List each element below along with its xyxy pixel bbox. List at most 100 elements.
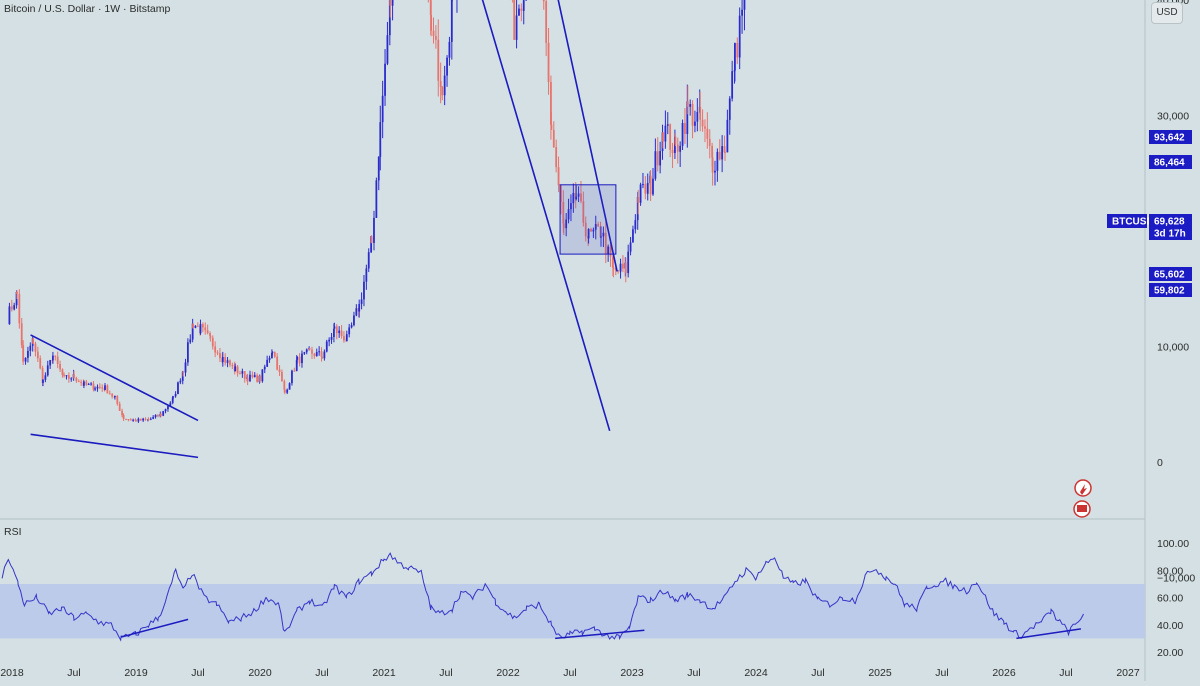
candle-body (382, 96, 384, 122)
candle-body (346, 334, 348, 341)
candle-body (729, 99, 731, 120)
currency-button[interactable]: USD (1151, 2, 1183, 24)
candle-body (313, 354, 315, 356)
candle-body (699, 107, 701, 120)
rsi-tick-label: 80.00 (1157, 565, 1183, 577)
candle-body (197, 326, 199, 327)
candle-body (244, 371, 246, 379)
x-tick-label: Jul (315, 667, 328, 679)
candle-body (18, 294, 20, 323)
x-tick-label: 2021 (372, 667, 396, 679)
candle-body (83, 382, 85, 386)
candle-body (162, 411, 164, 416)
candle-body (736, 43, 738, 57)
y-tick-label: 0 (1157, 457, 1163, 469)
candle-body (373, 218, 375, 243)
candle-body (392, 0, 394, 6)
candle-body (741, 10, 743, 16)
candle-body (217, 352, 219, 353)
candle-body (283, 381, 285, 390)
candle-body (353, 315, 355, 325)
candle-body (632, 229, 634, 242)
candle-body (630, 242, 632, 251)
candle-body (237, 366, 239, 373)
candle-body (52, 356, 54, 361)
candle-body (247, 377, 249, 381)
candle-body (179, 381, 181, 383)
candle-body (259, 376, 261, 381)
candle-body (446, 58, 448, 76)
candle-body (351, 325, 353, 327)
candle-body (321, 357, 323, 359)
candle-body (709, 139, 711, 146)
candle-body (338, 331, 340, 334)
candle-body (553, 130, 555, 147)
candle-body (121, 411, 123, 415)
candle-body (27, 351, 29, 358)
candle-body (249, 375, 251, 382)
candle-body (341, 331, 343, 336)
candle-body (160, 414, 162, 416)
rsi-tick-label: 100.00 (1157, 538, 1189, 550)
candle-body (675, 137, 677, 145)
symbol-tag: BTCUSD (1112, 217, 1154, 228)
candle-body (200, 324, 202, 333)
x-tick-label: 2024 (744, 667, 768, 679)
candle-body (140, 419, 142, 421)
candle-body (518, 9, 520, 16)
candle-body (66, 375, 68, 376)
candle-body (261, 369, 263, 381)
candle-body (254, 375, 256, 377)
candle-body (731, 71, 733, 98)
candle-body (659, 151, 661, 165)
wedge-2018-upper (31, 335, 198, 420)
candle-body (224, 357, 226, 363)
candle-body (440, 81, 442, 87)
candle-body (192, 324, 194, 328)
countdown-tag: 3d 17h (1154, 229, 1186, 240)
candle-body (49, 360, 51, 365)
candle-body (682, 123, 684, 146)
candle-body (93, 384, 95, 390)
candle-body (264, 367, 266, 370)
candle-body (328, 340, 330, 342)
last-price-tag: 69,628 (1154, 217, 1185, 228)
rsi-tick-label: 40.00 (1157, 620, 1183, 632)
candle-body (384, 64, 386, 96)
x-tick-label: 2020 (248, 667, 272, 679)
candle-body (127, 419, 129, 420)
candle-body (692, 104, 694, 126)
candle-body (54, 356, 56, 357)
candle-body (85, 382, 87, 385)
candle-body (444, 76, 446, 96)
candle-body (513, 0, 515, 40)
candle-body (744, 0, 746, 10)
candle-body (543, 0, 545, 1)
candle-body (555, 147, 557, 167)
candle-body (378, 157, 380, 181)
candle-body (375, 180, 377, 217)
x-tick-label: Jul (687, 667, 700, 679)
candle-body (97, 387, 99, 389)
level-65602-tag: 65,602 (1154, 270, 1185, 281)
candle-body (227, 360, 229, 362)
candle-body (714, 171, 716, 173)
candle-body (57, 357, 59, 364)
rsi-band (0, 584, 1145, 638)
candle-body (306, 349, 308, 352)
candle-body (662, 132, 664, 141)
candle-body (318, 351, 320, 352)
candle-body (669, 124, 671, 150)
candle-body (189, 339, 191, 342)
candle-body (165, 409, 167, 411)
candle-body (286, 390, 288, 393)
candle-body (301, 354, 303, 363)
candle-body (371, 236, 373, 243)
candle-body (706, 129, 708, 139)
candle-body (214, 346, 216, 352)
candle-body (150, 419, 152, 420)
candle-body (289, 383, 291, 390)
candle-body (523, 0, 525, 11)
